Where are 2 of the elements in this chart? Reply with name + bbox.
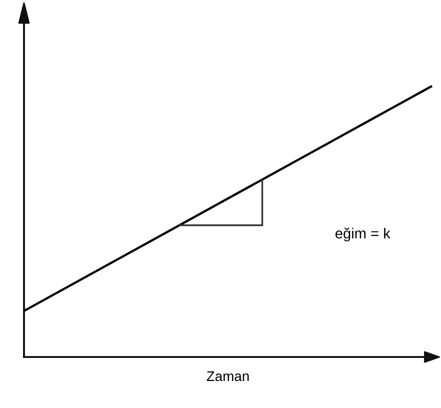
x-axis-title: Zaman (206, 371, 249, 382)
annotation: eğim = k (336, 228, 390, 242)
